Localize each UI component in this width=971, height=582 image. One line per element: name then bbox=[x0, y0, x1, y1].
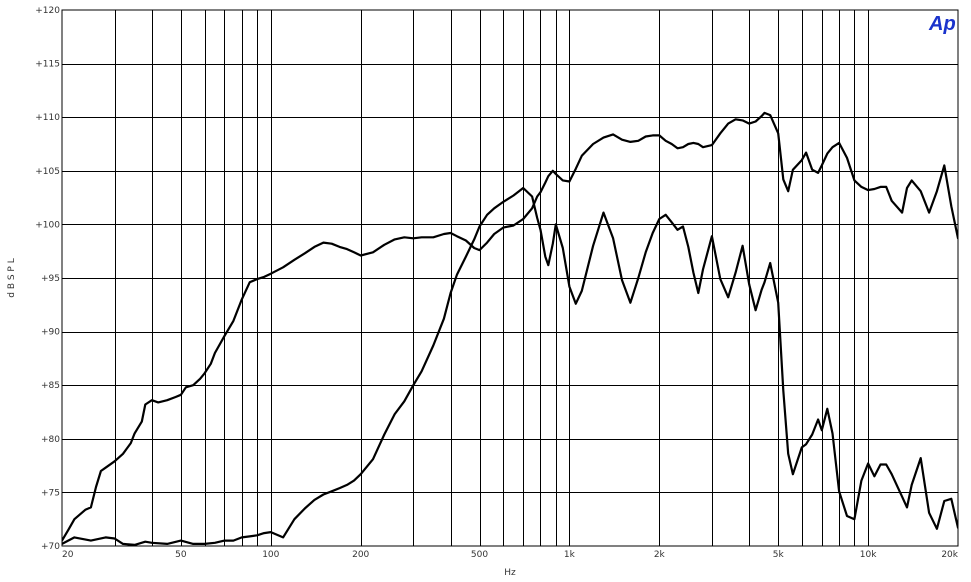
plot-frame bbox=[61, 9, 959, 547]
vertical-gridlines bbox=[115, 10, 869, 546]
y-tick-label: +90 bbox=[41, 328, 60, 338]
x-tick-label: 50 bbox=[175, 550, 187, 560]
series-layer bbox=[62, 111, 958, 546]
y-tick-label: +70 bbox=[41, 542, 60, 552]
y-tick-label: +80 bbox=[41, 435, 60, 445]
y-tick-label: +115 bbox=[35, 60, 60, 70]
y-tick-labels: +70 +75 +80 +85 +90 +95 +100 +105 +110 +115 +120 bbox=[35, 6, 60, 552]
x-tick-label: 20k bbox=[941, 550, 958, 560]
y-tick-label: +120 bbox=[35, 6, 60, 16]
y-tick-label: +100 bbox=[35, 220, 60, 230]
x-tick-labels: 20 50 100 200 500 1k 2k 5k 10k 20k bbox=[62, 550, 959, 560]
series-line-2 bbox=[62, 186, 958, 546]
x-axis-label: Hz bbox=[504, 568, 516, 578]
x-tick-label: 20 bbox=[62, 550, 74, 560]
series-line-1 bbox=[62, 111, 958, 542]
y-tick-label: +75 bbox=[41, 488, 60, 498]
y-tick-label: +95 bbox=[41, 274, 60, 284]
y-axis-label: d B S P L bbox=[7, 258, 17, 298]
x-tick-label: 2k bbox=[654, 550, 666, 560]
x-tick-label: 500 bbox=[471, 550, 488, 560]
y-tick-label: +110 bbox=[35, 113, 60, 123]
horizontal-gridlines bbox=[62, 64, 958, 493]
y-tick-label: +85 bbox=[41, 381, 60, 391]
x-tick-label: 100 bbox=[262, 550, 279, 560]
x-tick-label: 1k bbox=[564, 550, 576, 560]
ap-logo: Ap bbox=[928, 13, 956, 35]
x-tick-label: 5k bbox=[773, 550, 785, 560]
x-tick-label: 200 bbox=[352, 550, 369, 560]
y-tick-label: +105 bbox=[35, 167, 60, 177]
x-tick-label: 10k bbox=[860, 550, 877, 560]
